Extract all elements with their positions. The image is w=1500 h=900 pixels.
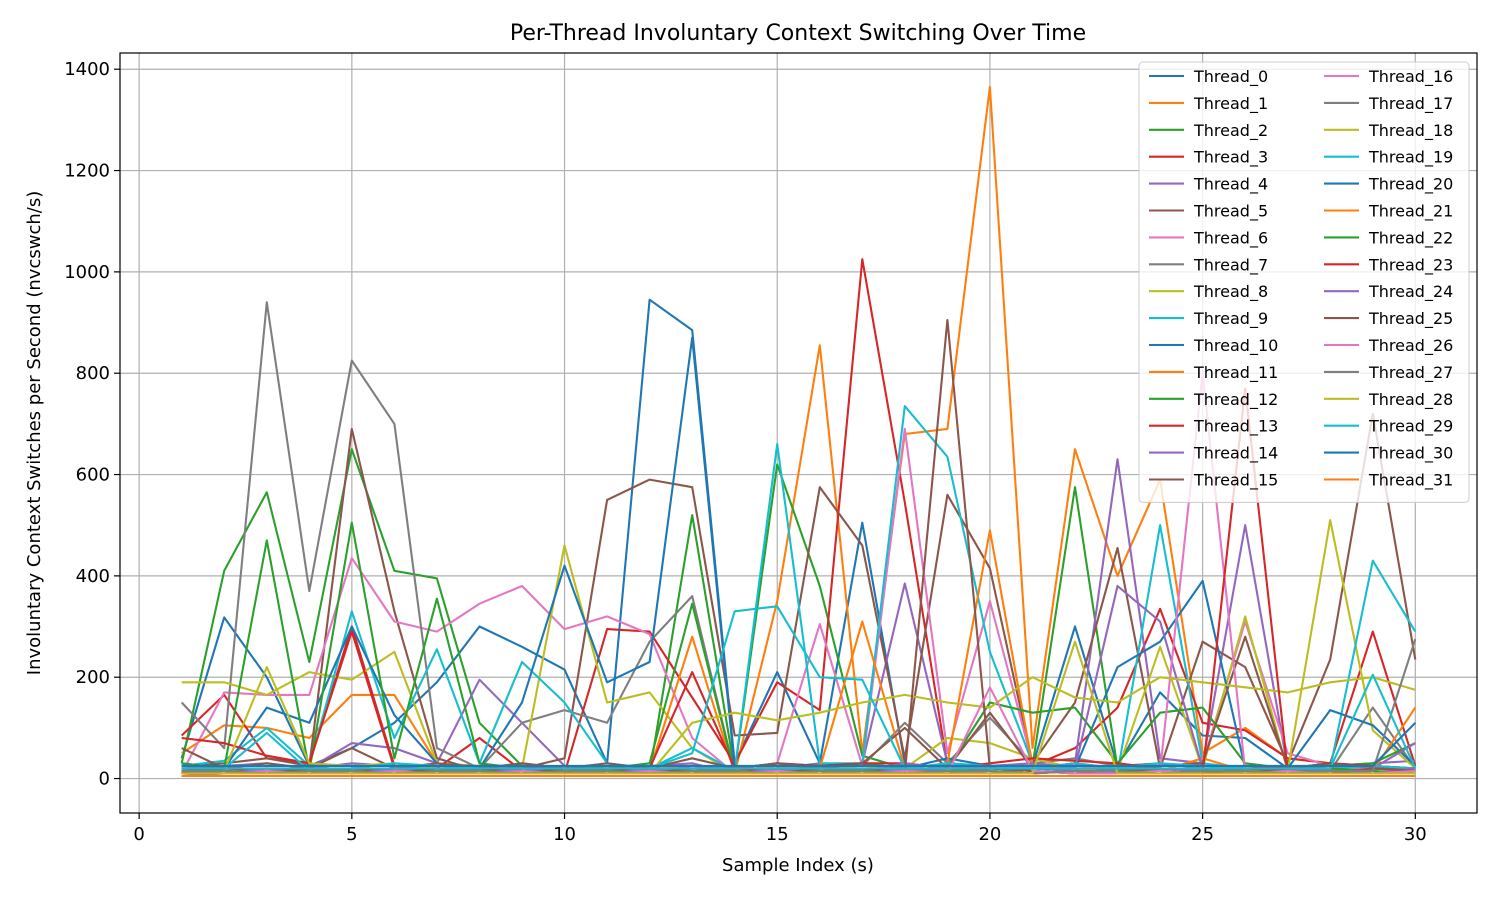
x-axis-label: Sample Index (s) xyxy=(722,855,874,876)
legend-label: Thread_23 xyxy=(1368,255,1453,275)
legend-entry: Thread_27 xyxy=(1324,363,1453,383)
legend-label: Thread_9 xyxy=(1193,309,1268,329)
legend-label: Thread_1 xyxy=(1193,94,1268,114)
legend-label: Thread_20 xyxy=(1368,175,1453,195)
legend-entry: Thread_8 xyxy=(1149,282,1268,302)
legend: Thread_0 Thread_1 Thread_2 Thread_3 Thread_4… xyxy=(1138,61,1470,503)
legend-entry: Thread_6 xyxy=(1149,228,1268,248)
legend-label: Thread_4 xyxy=(1193,175,1268,195)
legend-entry: Thread_23 xyxy=(1324,255,1453,275)
series-layer xyxy=(180,85,1417,778)
legend-entry: Thread_20 xyxy=(1324,175,1453,195)
x-tick-label: 30 xyxy=(1404,824,1427,845)
y-tick-label: 1200 xyxy=(64,161,110,182)
legend-entry: Thread_17 xyxy=(1324,94,1453,114)
legend-label: Thread_2 xyxy=(1193,121,1268,141)
series-line-thread-1 xyxy=(181,85,1416,775)
x-tick-label: 5 xyxy=(346,824,357,845)
legend-label: Thread_6 xyxy=(1193,228,1268,248)
legend-entry: Thread_11 xyxy=(1149,363,1278,383)
legend-box xyxy=(1138,61,1470,503)
legend-entry: Thread_30 xyxy=(1324,444,1453,464)
legend-entry: Thread_13 xyxy=(1149,417,1278,437)
legend-label: Thread_26 xyxy=(1368,336,1453,356)
y-tick-label: 1000 xyxy=(64,262,110,283)
series-line-thread-0 xyxy=(180,298,1416,770)
legend-entry: Thread_25 xyxy=(1324,309,1453,329)
legend-label: Thread_21 xyxy=(1368,202,1453,222)
y-tick-label: 1400 xyxy=(64,59,110,80)
legend-label: Thread_11 xyxy=(1193,363,1278,383)
legend-label: Thread_0 xyxy=(1193,67,1268,87)
legend-label: Thread_29 xyxy=(1368,417,1453,437)
legend-entry: Thread_9 xyxy=(1149,309,1268,329)
legend-entry: Thread_1 xyxy=(1149,94,1268,114)
legend-entry: Thread_22 xyxy=(1324,228,1453,248)
legend-label: Thread_16 xyxy=(1368,67,1453,87)
legend-label: Thread_25 xyxy=(1368,309,1453,329)
legend-label: Thread_7 xyxy=(1193,255,1268,275)
legend-entry: Thread_29 xyxy=(1324,417,1453,437)
legend-label: Thread_24 xyxy=(1368,282,1453,302)
x-tick-label: 20 xyxy=(978,824,1001,845)
legend-entry: Thread_26 xyxy=(1324,336,1453,356)
legend-label: Thread_5 xyxy=(1193,202,1268,222)
legend-entry: Thread_3 xyxy=(1149,148,1268,168)
chart-title: Per-Thread Involuntary Context Switching… xyxy=(510,21,1086,46)
y-axis-label: Involuntary Context Switches per Second … xyxy=(24,191,45,675)
legend-label: Thread_8 xyxy=(1193,282,1268,302)
legend-label: Thread_12 xyxy=(1193,390,1278,410)
legend-entry: Thread_2 xyxy=(1149,121,1268,141)
y-tick-label: 200 xyxy=(76,667,110,688)
legend-entry: Thread_5 xyxy=(1149,202,1268,222)
legend-label: Thread_3 xyxy=(1193,148,1268,168)
y-tick-label: 0 xyxy=(99,769,110,790)
legend-label: Thread_18 xyxy=(1368,121,1453,141)
legend-entry: Thread_16 xyxy=(1324,67,1453,87)
legend-entry: Thread_10 xyxy=(1149,336,1278,356)
legend-entry: Thread_31 xyxy=(1324,471,1453,491)
legend-label: Thread_28 xyxy=(1368,390,1453,410)
legend-entry: Thread_14 xyxy=(1149,444,1278,464)
legend-entry: Thread_18 xyxy=(1324,121,1453,141)
legend-label: Thread_22 xyxy=(1368,228,1453,248)
y-tick-label: 400 xyxy=(76,566,110,587)
legend-entry: Thread_24 xyxy=(1324,282,1453,302)
x-tick-label: 10 xyxy=(553,824,576,845)
legend-label: Thread_10 xyxy=(1193,336,1278,356)
legend-label: Thread_14 xyxy=(1193,444,1278,464)
series-line-thread-29 xyxy=(181,673,1417,770)
y-tick-label: 600 xyxy=(76,465,110,486)
ticks: 0 5 10 15 20 25 30 0 200 400 600 800 1000 1200 1400 xyxy=(64,59,1427,845)
legend-entry: Thread_7 xyxy=(1149,255,1268,275)
legend-label: Thread_17 xyxy=(1368,94,1453,114)
legend-entry: Thread_0 xyxy=(1149,67,1268,87)
x-tick-label: 15 xyxy=(766,824,789,845)
series-line-thread-30 xyxy=(181,722,1417,767)
legend-label: Thread_13 xyxy=(1193,417,1278,437)
legend-label: Thread_27 xyxy=(1368,363,1453,383)
x-tick-label: 25 xyxy=(1191,824,1214,845)
plot-frame xyxy=(119,52,1478,814)
series-line-thread-28 xyxy=(181,640,1416,775)
legend-entry: Thread_4 xyxy=(1149,175,1268,195)
legend-entry: Thread_12 xyxy=(1149,390,1278,410)
legend-label: Thread_31 xyxy=(1368,471,1453,491)
legend-label: Thread_19 xyxy=(1368,148,1453,168)
legend-label: Thread_15 xyxy=(1193,471,1278,491)
legend-label: Thread_30 xyxy=(1368,444,1453,464)
x-tick-label: 0 xyxy=(133,824,144,845)
legend-entry: Thread_15 xyxy=(1149,471,1278,491)
y-tick-label: 800 xyxy=(76,363,110,384)
legend-entry: Thread_28 xyxy=(1324,390,1453,410)
legend-entry: Thread_19 xyxy=(1324,148,1453,168)
legend-entry: Thread_21 xyxy=(1324,202,1453,222)
